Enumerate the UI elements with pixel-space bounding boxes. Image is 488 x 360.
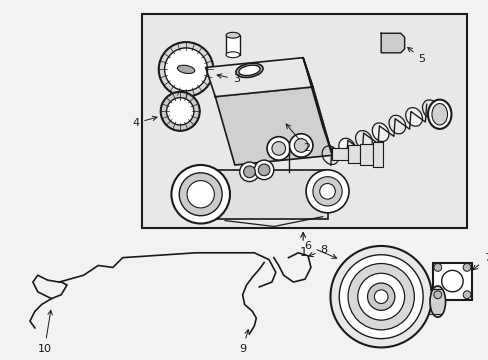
Circle shape — [347, 264, 413, 330]
Ellipse shape — [338, 138, 355, 157]
Circle shape — [294, 139, 307, 152]
Circle shape — [462, 291, 470, 299]
Ellipse shape — [427, 100, 450, 129]
Ellipse shape — [371, 123, 388, 141]
Ellipse shape — [431, 104, 447, 125]
Bar — [181, 178, 202, 191]
Ellipse shape — [405, 108, 422, 126]
Circle shape — [305, 170, 348, 213]
Circle shape — [159, 42, 213, 97]
Polygon shape — [205, 58, 312, 97]
Circle shape — [179, 173, 222, 216]
Text: 1: 1 — [299, 233, 306, 259]
Ellipse shape — [429, 286, 445, 317]
Circle shape — [266, 137, 290, 160]
Circle shape — [319, 184, 335, 199]
Circle shape — [330, 246, 431, 347]
Text: 8: 8 — [308, 245, 327, 257]
Circle shape — [166, 98, 193, 125]
Bar — [373, 141, 383, 167]
Bar — [142, 14, 466, 228]
Circle shape — [289, 134, 312, 157]
Circle shape — [186, 181, 214, 208]
Bar — [200, 170, 327, 219]
Bar — [359, 144, 373, 165]
Bar — [347, 145, 359, 163]
Bar — [332, 148, 347, 160]
Text: 7: 7 — [472, 253, 488, 270]
Polygon shape — [381, 33, 404, 53]
Ellipse shape — [236, 63, 263, 77]
Circle shape — [357, 273, 404, 320]
Text: 10: 10 — [38, 310, 52, 354]
Circle shape — [171, 165, 229, 224]
Circle shape — [243, 166, 255, 178]
Circle shape — [433, 264, 441, 271]
Circle shape — [258, 164, 269, 176]
Circle shape — [367, 283, 394, 310]
Circle shape — [271, 141, 285, 155]
Ellipse shape — [239, 65, 260, 76]
Ellipse shape — [177, 65, 194, 73]
Polygon shape — [303, 58, 332, 155]
Text: 5: 5 — [407, 48, 425, 64]
Bar — [318, 175, 338, 188]
Text: 3: 3 — [217, 74, 240, 84]
Text: 6: 6 — [304, 241, 336, 258]
Circle shape — [254, 160, 273, 180]
Ellipse shape — [225, 52, 239, 58]
Text: 4: 4 — [132, 116, 157, 128]
Bar — [432, 262, 471, 300]
Circle shape — [339, 255, 422, 339]
Polygon shape — [215, 87, 332, 165]
Text: 9: 9 — [239, 330, 249, 354]
Circle shape — [462, 264, 470, 271]
Bar — [225, 35, 239, 55]
Circle shape — [433, 291, 441, 299]
Ellipse shape — [225, 32, 239, 38]
Circle shape — [161, 92, 199, 131]
Text: 2: 2 — [285, 124, 309, 153]
Circle shape — [164, 48, 207, 91]
Circle shape — [441, 270, 462, 292]
Circle shape — [374, 290, 387, 303]
Circle shape — [312, 177, 342, 206]
Circle shape — [239, 162, 259, 181]
